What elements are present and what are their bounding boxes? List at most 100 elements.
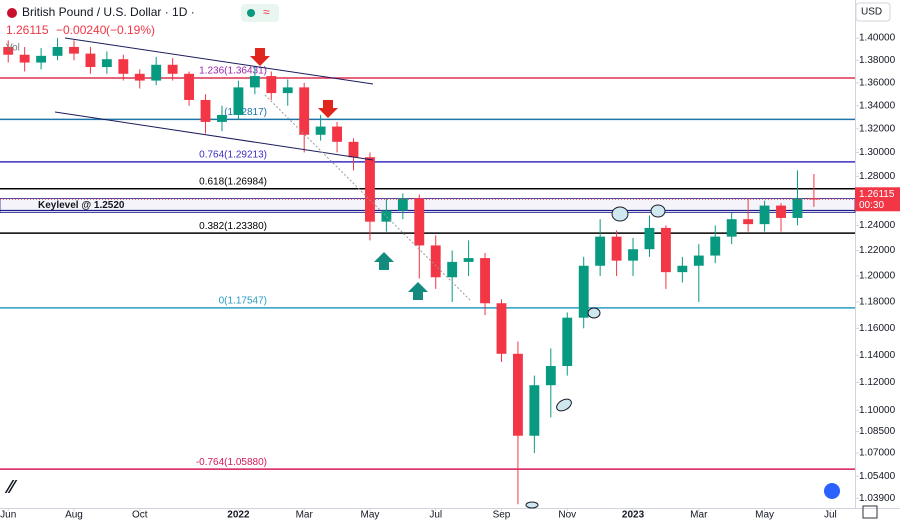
trend-dotted — [264, 94, 471, 301]
y-tick-label: 1.32000 — [859, 124, 896, 135]
y-tick-label: 1.20000 — [859, 271, 896, 282]
volume-label: Vol — [6, 43, 20, 54]
candle-body — [332, 126, 342, 142]
y-tick-label: 1.22000 — [859, 245, 896, 256]
indicator-badge[interactable] — [241, 4, 279, 22]
candle-body — [167, 64, 178, 74]
candle-body — [217, 114, 227, 122]
y-tick-label: 1.40000 — [859, 33, 896, 44]
channel-upper — [64, 37, 374, 85]
fib-level-label: 0.382(1.23380) — [199, 221, 267, 232]
x-tick-label: Jul — [824, 510, 837, 521]
fib-level-label: 1.236(1.36431) — [199, 66, 267, 77]
candle-body — [299, 87, 310, 135]
y-tick-label: 1.16000 — [859, 323, 896, 334]
currency: USD — [861, 7, 882, 18]
price-change-pct: (−0.19%) — [106, 23, 155, 37]
x-tick-label: Mar — [690, 510, 708, 521]
price-tag — [855, 187, 900, 212]
currency-button[interactable] — [855, 2, 891, 22]
fib-level-label: 0(1.17547) — [219, 296, 267, 307]
candle-body — [693, 255, 704, 266]
candle-body — [249, 76, 260, 88]
symbol-title: British Pound / U.S. Dollar · 1D · — [22, 5, 195, 19]
candle-body — [233, 87, 244, 115]
candle-body — [660, 227, 671, 273]
price-change: −0.00240 — [56, 23, 107, 37]
price-tag-countdown: 00:30 — [859, 200, 884, 211]
y-tick-label: 1.36000 — [859, 77, 896, 88]
candle-body — [562, 317, 573, 367]
circle-marker — [650, 204, 666, 218]
y-tick-label: 1.34000 — [859, 100, 896, 111]
arrow-down — [318, 100, 338, 118]
circle-marker — [556, 398, 572, 412]
fib-level-label: 0.764(1.29213) — [199, 149, 267, 160]
badge-icon: ≈ — [263, 5, 270, 19]
arrow-up — [374, 252, 394, 270]
candle-body — [726, 219, 737, 237]
candle-body — [480, 258, 490, 304]
candle-body — [266, 76, 277, 94]
candle-body — [447, 261, 458, 278]
candle-body — [315, 126, 326, 135]
candle-body — [578, 265, 589, 318]
y-tick-label: 1.10000 — [859, 405, 896, 416]
settings-icon[interactable] — [862, 505, 878, 519]
channel-lower — [54, 111, 374, 161]
candle-body — [52, 46, 63, 56]
candle-body — [134, 73, 145, 81]
y-tick-label: 1.14000 — [859, 350, 896, 361]
candle-body — [430, 245, 441, 278]
symbol-icon — [7, 8, 17, 18]
candle-body — [19, 54, 30, 63]
x-tick-label: Sep — [493, 510, 511, 521]
candle-body — [710, 236, 721, 256]
candle-body — [611, 236, 622, 261]
candle-body — [3, 46, 14, 55]
candle-body — [463, 258, 474, 262]
circle-marker — [587, 307, 601, 319]
candle-body — [69, 46, 79, 54]
candle-body — [792, 198, 803, 218]
x-tick-label: 2023 — [622, 510, 645, 521]
y-tick-label: 1.38000 — [859, 55, 896, 66]
x-tick-label: Nov — [558, 510, 576, 521]
y-tick-label: 1.28000 — [859, 171, 896, 182]
candle-body — [184, 73, 195, 100]
fib-level-label: (1.32817) — [224, 107, 267, 118]
candle-body — [677, 265, 688, 273]
candle-body — [85, 53, 96, 68]
x-tick-label: May — [360, 510, 379, 521]
plot: 1.40000 1.38000 1.36000 1.34000 1.32000 1.300… — [0, 33, 900, 521]
y-tick-label: 1.03900 — [859, 493, 896, 504]
candle-body — [101, 59, 112, 68]
candle-body — [414, 198, 425, 246]
x-tick-label: May — [755, 510, 774, 521]
circle-marker — [525, 501, 539, 509]
circle-marker — [611, 206, 629, 222]
price-tag-value: 1.26115 — [859, 189, 895, 200]
arrow-up — [408, 282, 428, 300]
candle-body — [36, 55, 47, 63]
candle-body — [529, 385, 540, 436]
x-tick-label: Oct — [132, 510, 148, 521]
y-tick-label: 1.30000 — [859, 147, 896, 158]
last-price: 1.26115 — [6, 23, 49, 37]
candle-body — [118, 59, 129, 74]
x-tick-label: Jun — [0, 510, 16, 521]
candle-body — [545, 366, 556, 386]
key-level-label: Keylevel @ 1.2520 — [38, 200, 125, 211]
candle-body — [644, 227, 655, 250]
fib-level-label: 0.618(1.26984) — [199, 176, 267, 187]
candle-body — [151, 64, 162, 81]
candle-body — [365, 157, 375, 222]
fib-level-label: -0.764(1.05880) — [196, 457, 267, 468]
flag-icon — [824, 483, 840, 499]
candle-body — [200, 99, 211, 122]
badge-dot — [247, 9, 255, 17]
candle-body — [282, 87, 293, 94]
candle-body — [595, 236, 606, 266]
